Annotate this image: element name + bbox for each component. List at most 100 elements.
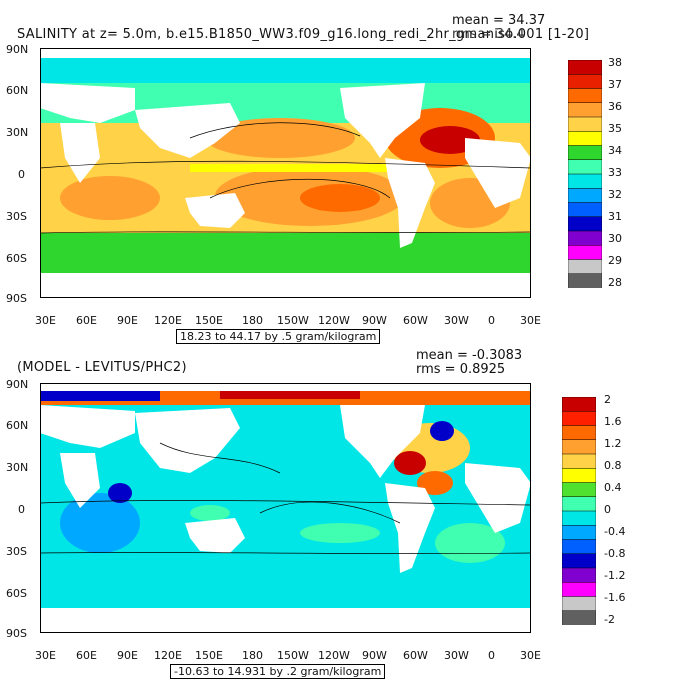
top-colorbar <box>568 60 602 288</box>
top-range-box: 18.23 to 44.17 by .5 gram/kilogram <box>176 329 381 344</box>
bottom-colorbar-swatch-4 <box>562 453 596 469</box>
bottom-colorbar-swatch-0 <box>562 397 596 412</box>
bottom-cb-label-neg0_8: -0.8 <box>604 547 626 560</box>
top-lat-0: 0 <box>18 168 25 181</box>
bottom-lon-0: 0 <box>488 649 495 662</box>
top-lon-30W: 30W <box>444 314 469 327</box>
antarctica-land <box>40 608 531 633</box>
bottom-lat-30N: 30N <box>6 461 29 474</box>
top-lat-60S: 60S <box>6 252 27 265</box>
bottom-colorbar-swatch-2 <box>562 425 596 441</box>
bottom-cb-label-neg0_4: -0.4 <box>604 525 626 538</box>
bottom-colorbar-swatch-8 <box>562 510 596 526</box>
africa-west-land <box>60 453 100 508</box>
bottom-mean: mean = -0.3083 <box>416 348 523 363</box>
top-lon-90W: 90W <box>362 314 387 327</box>
top-colorbar-swatch-1 <box>568 74 602 90</box>
asia-land <box>135 103 240 158</box>
bottom-cb-label-neg1_6: -1.6 <box>604 591 626 604</box>
bottom-range-box: -10.63 to 14.931 by .2 gram/kilogram <box>170 664 386 679</box>
europe-asia-land <box>40 83 135 123</box>
top-colorbar-swatch-15 <box>568 273 602 288</box>
top-mean: mean = 34.37 <box>452 13 546 28</box>
top-colorbar-swatch-0 <box>568 60 602 75</box>
bottom-colorbar-swatch-7 <box>562 496 596 512</box>
top-map-frame <box>40 48 531 298</box>
top-cb-label-37: 37 <box>608 78 622 91</box>
top-colorbar-swatch-4 <box>568 116 602 132</box>
bottom-colorbar-swatch-5 <box>562 468 596 484</box>
bottom-cb-label-neg2: -2 <box>604 613 615 626</box>
top-title: SALINITY at z= 5.0m, b.e15.B1850_WW3.f09… <box>17 27 590 42</box>
top-colorbar-swatch-9 <box>568 188 602 204</box>
top-cb-label-32: 32 <box>608 188 622 201</box>
top-lon-30E-end: 30E <box>520 314 541 327</box>
top-lat-60N: 60N <box>6 84 29 97</box>
europe-asia-land <box>40 405 135 448</box>
top-colorbar-swatch-2 <box>568 88 602 104</box>
bottom-cb-label-1_6: 1.6 <box>604 415 622 428</box>
pacific-positive-patch <box>190 505 230 521</box>
top-colorbar-swatch-3 <box>568 102 602 118</box>
north-america-land <box>340 405 425 478</box>
top-lon-120W: 120W <box>318 314 350 327</box>
top-lat-90S: 90S <box>6 292 27 305</box>
bottom-title: (MODEL - LEVITUS/PHC2) <box>17 360 187 375</box>
top-cb-label-31: 31 <box>608 210 622 223</box>
africa-west-land <box>60 123 100 183</box>
top-cb-label-35: 35 <box>608 122 622 135</box>
bottom-colorbar-swatch-13 <box>562 582 596 598</box>
australia-land <box>185 193 245 228</box>
south-pacific-positive <box>300 523 380 543</box>
bay-of-bengal-patch <box>108 483 132 503</box>
australia-land <box>185 518 245 553</box>
bottom-lon-180: 180 <box>242 649 263 662</box>
arctic-band <box>40 58 531 83</box>
africa-land <box>465 138 531 208</box>
top-lon-60E: 60E <box>76 314 97 327</box>
bottom-lat-90S: 90S <box>6 627 27 640</box>
top-colorbar-swatch-11 <box>568 216 602 232</box>
top-cb-label-36: 36 <box>608 100 622 113</box>
bottom-lon-150W: 150W <box>277 649 309 662</box>
bottom-colorbar-swatches <box>562 397 596 625</box>
south-america-land <box>385 158 435 248</box>
africa-land <box>465 463 531 533</box>
bottom-cb-label-0_4: 0.4 <box>604 481 622 494</box>
bottom-colorbar-swatch-15 <box>562 610 596 625</box>
bottom-lon-30E: 30E <box>35 649 56 662</box>
bottom-cb-label-1_2: 1.2 <box>604 437 622 450</box>
bottom-colorbar-swatch-6 <box>562 482 596 498</box>
top-lon-90E: 90E <box>117 314 138 327</box>
tropical-atlantic-positive <box>417 471 453 495</box>
equatorial-tongue <box>190 164 390 172</box>
top-lon-0: 0 <box>488 314 495 327</box>
bottom-colorbar <box>562 397 596 625</box>
top-colorbar-swatch-12 <box>568 230 602 246</box>
bottom-colorbar-swatch-14 <box>562 596 596 612</box>
bottom-colorbar-swatch-1 <box>562 411 596 427</box>
bottom-colorbar-swatch-12 <box>562 567 596 583</box>
top-colorbar-swatch-8 <box>568 173 602 189</box>
top-lat-30S: 30S <box>6 210 27 223</box>
bottom-lon-60W: 60W <box>403 649 428 662</box>
bottom-rms: rms = 0.8925 <box>416 362 506 377</box>
top-colorbar-swatches <box>568 60 602 288</box>
bottom-lat-90N: 90N <box>6 378 29 391</box>
bottom-lon-30W: 30W <box>444 649 469 662</box>
arctic-negative-patch <box>40 391 160 401</box>
bottom-colorbar-swatch-9 <box>562 525 596 541</box>
bottom-lat-60N: 60N <box>6 419 29 432</box>
top-salinity-map <box>40 48 531 298</box>
top-colorbar-swatch-10 <box>568 202 602 218</box>
south-pacific-max <box>300 184 380 212</box>
bottom-map-frame <box>40 383 531 633</box>
north-america-land <box>340 83 425 158</box>
asia-land <box>135 408 240 473</box>
top-lon-120E: 120E <box>154 314 182 327</box>
bottom-lon-150E: 150E <box>195 649 223 662</box>
bottom-lat-0: 0 <box>18 503 25 516</box>
gulf-stream-positive <box>394 451 426 475</box>
top-cb-label-29: 29 <box>608 254 622 267</box>
antarctica-land <box>40 273 531 298</box>
